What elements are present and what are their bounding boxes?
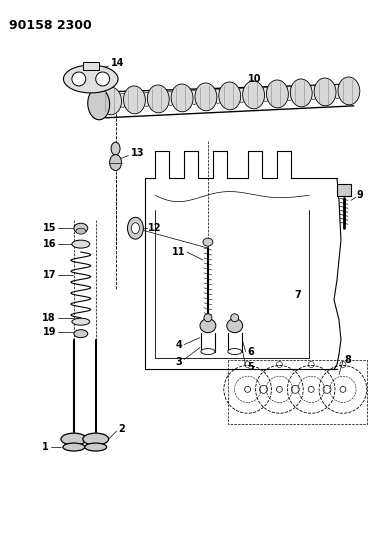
Ellipse shape	[204, 314, 212, 322]
Text: 16: 16	[43, 239, 56, 249]
Text: 90158 2300: 90158 2300	[9, 19, 92, 33]
Ellipse shape	[111, 142, 120, 155]
Ellipse shape	[267, 80, 288, 108]
Ellipse shape	[195, 83, 217, 111]
Ellipse shape	[200, 319, 216, 333]
Text: 8: 8	[344, 354, 351, 365]
Ellipse shape	[147, 85, 169, 113]
Ellipse shape	[237, 88, 247, 102]
Ellipse shape	[243, 81, 265, 109]
Text: 11: 11	[172, 247, 185, 257]
Ellipse shape	[201, 349, 215, 354]
Ellipse shape	[76, 228, 86, 234]
Ellipse shape	[63, 65, 118, 93]
Bar	[83, 62, 99, 70]
Ellipse shape	[72, 318, 90, 325]
Ellipse shape	[165, 92, 175, 106]
Text: 17: 17	[43, 270, 56, 280]
Ellipse shape	[88, 88, 109, 120]
Ellipse shape	[231, 314, 239, 322]
Ellipse shape	[127, 217, 143, 239]
Ellipse shape	[131, 223, 140, 233]
Ellipse shape	[63, 443, 85, 451]
Ellipse shape	[124, 86, 145, 114]
Ellipse shape	[83, 433, 109, 445]
Ellipse shape	[332, 84, 342, 99]
Ellipse shape	[227, 319, 243, 333]
Ellipse shape	[85, 443, 107, 451]
Text: 9: 9	[357, 190, 364, 200]
Ellipse shape	[219, 82, 241, 110]
Text: 2: 2	[118, 424, 125, 434]
Text: 10: 10	[248, 74, 261, 84]
Ellipse shape	[142, 92, 151, 107]
Text: 7: 7	[294, 290, 301, 300]
Text: 19: 19	[43, 327, 56, 337]
Ellipse shape	[189, 91, 199, 104]
Ellipse shape	[118, 93, 127, 107]
Ellipse shape	[213, 90, 223, 103]
Ellipse shape	[314, 78, 336, 106]
Text: 3: 3	[175, 357, 182, 367]
Ellipse shape	[203, 238, 213, 246]
Ellipse shape	[61, 433, 87, 445]
Ellipse shape	[308, 85, 318, 99]
Bar	[337, 184, 351, 196]
Text: 18: 18	[42, 313, 56, 323]
Ellipse shape	[74, 223, 88, 233]
Circle shape	[72, 72, 86, 86]
Text: 4: 4	[175, 340, 182, 350]
Circle shape	[96, 72, 109, 86]
Text: 15: 15	[43, 223, 56, 233]
Ellipse shape	[72, 240, 90, 248]
Ellipse shape	[290, 79, 312, 107]
Text: 12: 12	[148, 223, 162, 233]
Ellipse shape	[338, 77, 360, 105]
Ellipse shape	[228, 349, 242, 354]
Ellipse shape	[109, 155, 122, 171]
Ellipse shape	[260, 87, 271, 101]
Text: 1: 1	[42, 442, 49, 452]
Text: 6: 6	[248, 346, 255, 357]
Ellipse shape	[284, 86, 294, 100]
Text: 5: 5	[248, 362, 255, 373]
Text: 13: 13	[131, 148, 144, 158]
Text: 14: 14	[111, 58, 124, 68]
Ellipse shape	[74, 330, 88, 337]
Ellipse shape	[100, 87, 122, 115]
Ellipse shape	[171, 84, 193, 112]
